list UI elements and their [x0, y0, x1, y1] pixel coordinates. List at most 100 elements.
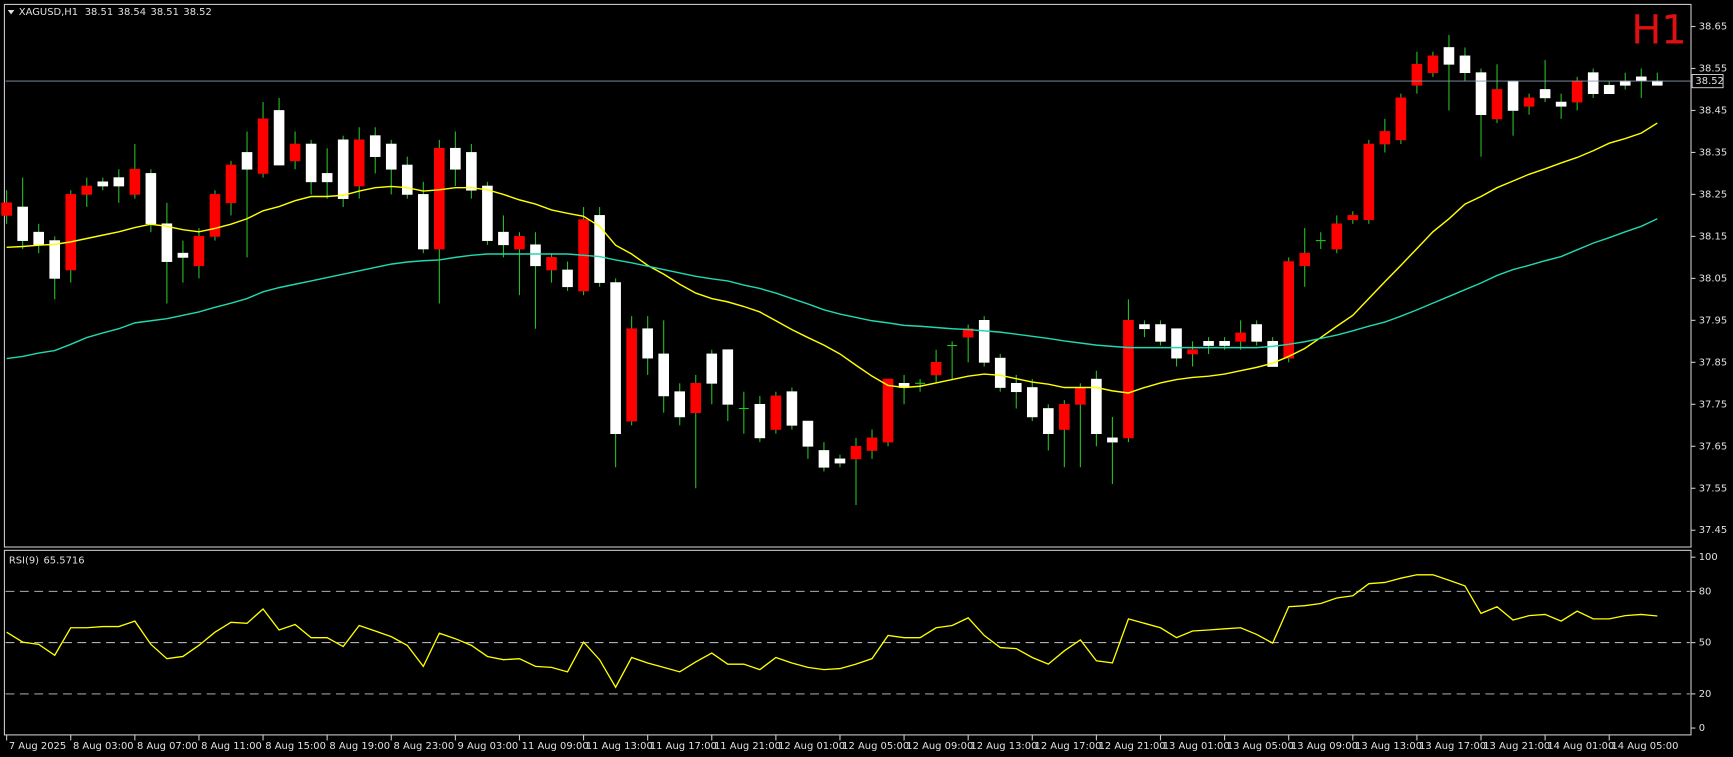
- candle-body: [1523, 97, 1535, 107]
- candle-body: [1171, 328, 1182, 359]
- header-low: 38.51: [151, 7, 179, 18]
- candle-body: [930, 361, 942, 376]
- candle-body: [1059, 403, 1070, 430]
- candle-body: [1123, 320, 1134, 439]
- moving-average: [6, 218, 1658, 360]
- candle-body: [401, 164, 413, 195]
- rsi-y-tick-label: 20: [1699, 689, 1712, 700]
- y-tick-label: 38.15: [1699, 231, 1727, 242]
- y-tick-label: 38.25: [1699, 189, 1727, 200]
- moving-average: [6, 122, 1658, 394]
- menu-triangle[interactable]: [7, 9, 15, 15]
- candle-body: [882, 378, 894, 443]
- candle-body: [1395, 97, 1407, 141]
- candle-body: [1571, 80, 1583, 103]
- y-tick-label: 38.55: [1699, 63, 1727, 74]
- candle-body: [1235, 332, 1246, 342]
- candle-body: [193, 236, 205, 267]
- candle-body: [818, 450, 830, 468]
- candle-body: [145, 173, 157, 225]
- candle-body: [1475, 72, 1487, 115]
- y-tick-label: 37.45: [1699, 525, 1727, 536]
- candle-body: [514, 236, 525, 250]
- x-tick-label: 11 Aug 09:00: [522, 741, 589, 752]
- main-panel-frame: [3, 3, 1692, 548]
- candle-body: [850, 445, 862, 460]
- y-tick-label: 37.75: [1699, 399, 1727, 410]
- candle-body: [1, 202, 12, 216]
- candle-body: [978, 320, 990, 363]
- y-tick-label: 38.35: [1699, 147, 1727, 158]
- rsi-header: RSI(9) 65.5716: [9, 555, 85, 566]
- x-tick-label: 7 Aug 2025: [9, 741, 66, 752]
- candle-body: [353, 139, 365, 187]
- candle-body: [866, 437, 878, 451]
- candle-body: [1010, 382, 1022, 393]
- candle-body: [33, 231, 44, 246]
- candle-body: [289, 143, 301, 162]
- candle-body: [962, 328, 974, 338]
- candle-body: [97, 181, 109, 187]
- candle-body: [1075, 387, 1086, 405]
- header-high: 38.54: [118, 7, 146, 18]
- candle-body: [722, 349, 734, 405]
- x-tick-label: 11 Aug 13:00: [586, 741, 653, 752]
- chart-header: XAGUSD,H1 38.51 38.54 38.51 38.52: [19, 7, 212, 18]
- candle-body: [770, 395, 782, 430]
- candle-body: [1026, 387, 1038, 418]
- x-tick-label: 13 Aug 01:00: [1163, 741, 1230, 752]
- candle-body: [1091, 378, 1102, 435]
- x-tick-label: 11 Aug 17:00: [650, 741, 717, 752]
- y-tick-label: 37.85: [1699, 357, 1727, 368]
- candle-body: [546, 257, 557, 271]
- y-tick-label: 38.05: [1699, 273, 1727, 284]
- price-tag: 38.52: [1695, 76, 1723, 87]
- candle-body: [337, 139, 349, 199]
- candle-body: [802, 420, 814, 447]
- x-tick-label: 8 Aug 03:00: [73, 741, 134, 752]
- candle-body: [1107, 437, 1118, 443]
- candle-body: [1443, 47, 1455, 65]
- candle-body: [17, 206, 28, 241]
- candle-body: [1331, 223, 1343, 250]
- x-tick-label: 9 Aug 03:00: [458, 741, 519, 752]
- y-tick-label: 37.65: [1699, 441, 1727, 452]
- candle-body: [1619, 80, 1631, 86]
- candle-body: [482, 185, 493, 241]
- candle-body: [257, 118, 269, 174]
- candle-body: [1251, 324, 1262, 342]
- candle-body: [1507, 80, 1519, 111]
- price-tag-box: [1691, 74, 1724, 89]
- candle-body: [225, 164, 237, 204]
- candle-body: [1603, 84, 1615, 95]
- x-tick-label: 12 Aug 05:00: [842, 741, 909, 752]
- candle-body: [658, 353, 669, 397]
- x-tick-label: 11 Aug 21:00: [714, 741, 781, 752]
- candle-body: [1043, 408, 1054, 435]
- symbol: XAGUSD,H1: [19, 7, 78, 18]
- candle-body: [305, 143, 317, 183]
- candle-body: [1539, 89, 1551, 99]
- candle-body: [434, 147, 445, 250]
- candle-body: [674, 391, 686, 418]
- candle-body: [690, 382, 702, 414]
- candle-body: [1299, 252, 1311, 267]
- candle-body: [642, 328, 653, 359]
- candle-body: [1155, 324, 1166, 342]
- candle-body: [610, 282, 621, 435]
- x-tick-label: 8 Aug 15:00: [265, 741, 326, 752]
- candle-body: [81, 185, 93, 195]
- header-close: 38.52: [183, 7, 211, 18]
- candle-body: [1459, 55, 1471, 74]
- candle-body: [129, 168, 141, 195]
- candle-body: [1283, 261, 1295, 359]
- timeframe-label: H1: [1631, 8, 1686, 54]
- x-tick-label: 13 Aug 21:00: [1483, 741, 1550, 752]
- candle-body: [754, 403, 766, 439]
- candle-body: [113, 177, 125, 187]
- candle-body: [466, 152, 477, 191]
- x-tick-label: 13 Aug 09:00: [1291, 741, 1358, 752]
- x-tick-label: 13 Aug 17:00: [1419, 741, 1486, 752]
